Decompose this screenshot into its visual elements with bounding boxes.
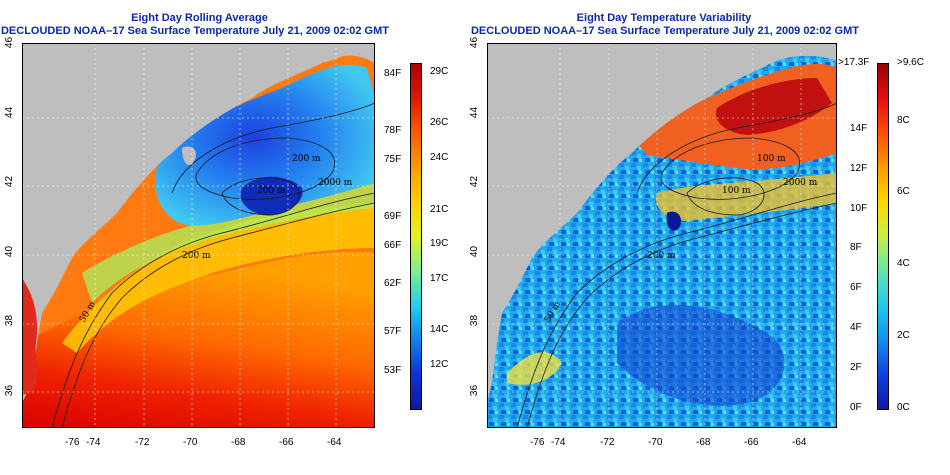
left-cape xyxy=(182,146,197,165)
right-land-north xyxy=(772,43,837,63)
left_panel-lat-tick-42: 42 xyxy=(4,176,16,188)
right-contour-label-4: 200 m xyxy=(647,251,676,261)
left-cb-f-75: 75F xyxy=(384,153,402,165)
left-subtitle: DECLOUDED NOAA–17 Sea Surface Temperatur… xyxy=(0,25,389,37)
left-title: Eight Day Rolling Average xyxy=(131,12,268,24)
left-cb-f-62: 62F xyxy=(384,278,402,290)
left-gulf-of-maine xyxy=(155,64,375,226)
left-cb-f-66: 66F xyxy=(384,240,402,252)
right_panel-lat-tick-44: 44 xyxy=(469,106,481,118)
left-cb-c-26: 26C xyxy=(430,117,449,129)
left_panel-lon-tick-m64: -64 xyxy=(327,437,342,448)
left-cb-c-12: 12C xyxy=(430,358,449,370)
right-cb-c-9_6: >9.6C xyxy=(897,57,924,68)
right_panel-lon-tick-m64: -64 xyxy=(792,437,807,448)
right-cb-c-2: 2C xyxy=(897,330,910,342)
right-cb-f-10: 10F xyxy=(850,202,868,214)
right-colorbar xyxy=(877,63,889,410)
right-cb-f-2: 2F xyxy=(850,362,862,374)
left-sst-map: 200 m 2000 m 200 m 200 m 50 m xyxy=(22,43,375,428)
right-contour-label-3: 100 m xyxy=(722,186,751,196)
left-contour-label-2: 2000 m xyxy=(318,178,353,188)
left_panel-lon-tick-m74: -74 xyxy=(86,437,101,448)
left-cb-f-57: 57F xyxy=(384,326,402,338)
right-cb-f-12: 12F xyxy=(850,162,868,174)
right-deep-blue xyxy=(617,304,785,406)
right-cb-f-17_3: >17.3F xyxy=(838,57,870,68)
right-cape xyxy=(666,211,682,231)
left-land-north xyxy=(322,43,375,63)
left-cb-f-69: 69F xyxy=(384,211,402,223)
right-contour-label-1: 100 m xyxy=(757,154,786,164)
left-contour-label-4: 200 m xyxy=(182,251,211,261)
left-land xyxy=(22,43,322,403)
right-title: Eight Day Temperature Variability xyxy=(576,12,752,24)
right-shelf-yellow xyxy=(507,352,562,385)
left_panel-lon-tick-m72: -72 xyxy=(135,437,150,448)
left_panel-lon-tick-m66: -66 xyxy=(279,437,294,448)
left-shelf-band xyxy=(62,203,375,353)
left-colorbar xyxy=(410,63,422,410)
left-gulfstream-region xyxy=(22,251,375,428)
right-cb-c-4: 4C xyxy=(897,258,910,270)
left-cb-f-78: 78F xyxy=(384,125,402,137)
right-cb-f-14: 14F xyxy=(850,122,868,134)
right_panel-lat-tick-42: 42 xyxy=(469,176,481,188)
left_panel-lon-tick-m76: -76 xyxy=(65,437,80,448)
left-bathymetry-contours xyxy=(51,102,375,428)
right_panel-lon-tick-m72: -72 xyxy=(600,437,615,448)
right_panel-lat-tick-38: 38 xyxy=(469,315,481,327)
left_panel-lat-tick-44: 44 xyxy=(4,106,16,118)
right_panel-lon-tick-m76: -76 xyxy=(530,437,545,448)
right_panel-lon-tick-m70: -70 xyxy=(648,437,663,448)
left_panel-lon-tick-m70: -70 xyxy=(183,437,198,448)
left-cb-c-17: 17C xyxy=(430,272,449,284)
left-cb-f-53: 53F xyxy=(384,364,402,376)
left_panel-lat-tick-38: 38 xyxy=(4,315,16,327)
left-cb-c-19: 19C xyxy=(430,238,449,250)
right_panel-lat-tick-36: 36 xyxy=(469,384,481,397)
left-grid xyxy=(22,43,375,428)
right-contour-label-2: 2000 m xyxy=(783,178,818,188)
left-cb-f-84: 84F xyxy=(384,67,402,79)
right-cb-f-0: 0F xyxy=(850,402,862,413)
right-subtitle: DECLOUDED NOAA–17 Sea Surface Temperatur… xyxy=(470,25,859,37)
right-cb-c-8: 8C xyxy=(897,114,910,126)
right_panel-lat-tick-40: 40 xyxy=(469,245,481,257)
left-cb-c-29: 29C xyxy=(430,65,449,77)
right_panel-lon-tick-m68: -68 xyxy=(696,437,711,448)
left_panel-lat-tick-40: 40 xyxy=(4,245,16,257)
right-grid xyxy=(487,43,837,428)
left-cold-core xyxy=(240,176,303,216)
left-cool-slope xyxy=(82,183,375,303)
right-cb-f-6: 6F xyxy=(850,282,862,294)
right-variability-map: 100 m 2000 m 100 m 200 m 50 m xyxy=(487,43,837,428)
left-contour-label-1: 200 m xyxy=(292,154,321,164)
left-cb-c-24: 24C xyxy=(430,151,449,163)
left_panel-lat-tick-36: 36 xyxy=(4,384,16,397)
left-bay xyxy=(22,278,38,395)
right_panel-lat-tick-46: 46 xyxy=(469,36,481,49)
right-cb-f-8: 8F xyxy=(850,242,862,254)
right-cb-c-6: 6C xyxy=(897,186,910,198)
right-cb-f-4: 4F xyxy=(850,322,862,334)
right-bathymetry-contours xyxy=(516,102,837,428)
left-cb-c-21: 21C xyxy=(430,203,449,215)
left_panel-lat-tick-46: 46 xyxy=(4,36,16,49)
right-extreme-variability xyxy=(716,78,832,135)
right-land xyxy=(487,43,772,403)
right_panel-lon-tick-m66: -66 xyxy=(744,437,759,448)
left_panel-lon-tick-m68: -68 xyxy=(231,437,246,448)
left-cb-c-14: 14C xyxy=(430,324,449,336)
left-contour-label-3: 200 m xyxy=(257,186,286,196)
right_panel-lon-tick-m74: -74 xyxy=(551,437,566,448)
right-cb-c-0: 0C xyxy=(897,402,910,413)
